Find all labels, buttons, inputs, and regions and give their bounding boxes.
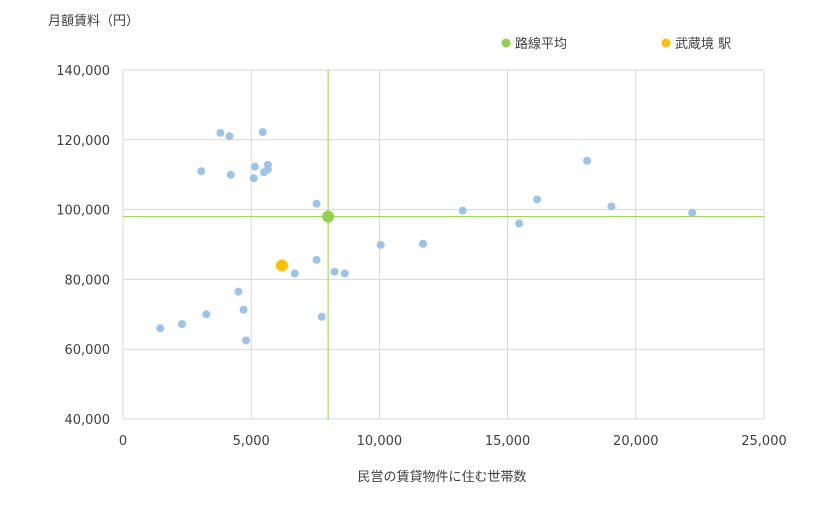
x-tick-label: 10,000 (357, 434, 403, 449)
data-point-0-20 (330, 267, 339, 276)
data-point-0-3 (197, 167, 206, 176)
data-point-0-7 (234, 287, 243, 296)
x-axis-title: 民営の賃貸物件に住む世帯数 (357, 469, 526, 485)
data-point-0-28 (607, 202, 616, 211)
data-point-0-12 (258, 128, 267, 137)
data-point-0-15 (263, 165, 272, 174)
data-points (156, 128, 697, 345)
data-point-0-2 (202, 310, 211, 319)
data-point-1-0 (322, 210, 335, 223)
y-tick-label: 120,000 (56, 134, 110, 149)
data-point-0-19 (317, 312, 326, 321)
data-point-0-9 (242, 336, 251, 345)
data-point-0-18 (312, 255, 321, 264)
x-tick-label: 5,000 (233, 434, 270, 449)
x-tick-label: 20,000 (613, 434, 659, 449)
x-tick-label: 15,000 (485, 434, 531, 449)
data-point-2-0 (275, 259, 288, 272)
data-point-0-22 (376, 240, 385, 249)
data-point-0-10 (249, 174, 258, 183)
data-point-0-25 (515, 219, 524, 228)
data-point-0-5 (225, 132, 234, 141)
data-point-0-6 (226, 170, 235, 179)
data-point-0-26 (533, 195, 542, 204)
x-tick-label: 25,000 (741, 434, 787, 449)
y-tick-label: 40,000 (65, 413, 111, 428)
data-point-0-4 (216, 128, 225, 137)
data-point-0-17 (312, 199, 321, 208)
tick-labels: 0 5,000 10,000 15,000 20,000 25,000 40,000 60,0… (56, 64, 787, 449)
data-point-0-27 (583, 156, 592, 165)
legend-label-route-average: 路線平均 (515, 36, 567, 52)
y-axis-title: 月額賃料（円） (48, 14, 139, 29)
y-tick-label: 60,000 (65, 343, 111, 358)
data-point-0-0 (156, 324, 165, 333)
data-point-0-24 (458, 206, 467, 215)
average-lines (123, 70, 764, 419)
legend-label-station: 武蔵境 駅 (675, 37, 731, 52)
data-point-0-21 (340, 269, 349, 278)
data-point-0-1 (177, 320, 186, 329)
data-point-0-23 (418, 239, 427, 248)
gridlines (122, 69, 765, 420)
data-point-0-16 (290, 269, 299, 278)
y-tick-label: 140,000 (56, 64, 110, 79)
legend-marker-route-average (501, 38, 511, 48)
y-tick-label: 80,000 (65, 273, 111, 288)
data-point-0-29 (688, 208, 697, 217)
legend: 路線平均 武蔵境 駅 (501, 36, 731, 52)
y-tick-label: 100,000 (56, 204, 110, 219)
legend-marker-station (661, 38, 671, 48)
data-point-0-8 (239, 305, 248, 314)
data-point-0-11 (251, 162, 260, 171)
x-tick-label: 0 (119, 434, 127, 449)
